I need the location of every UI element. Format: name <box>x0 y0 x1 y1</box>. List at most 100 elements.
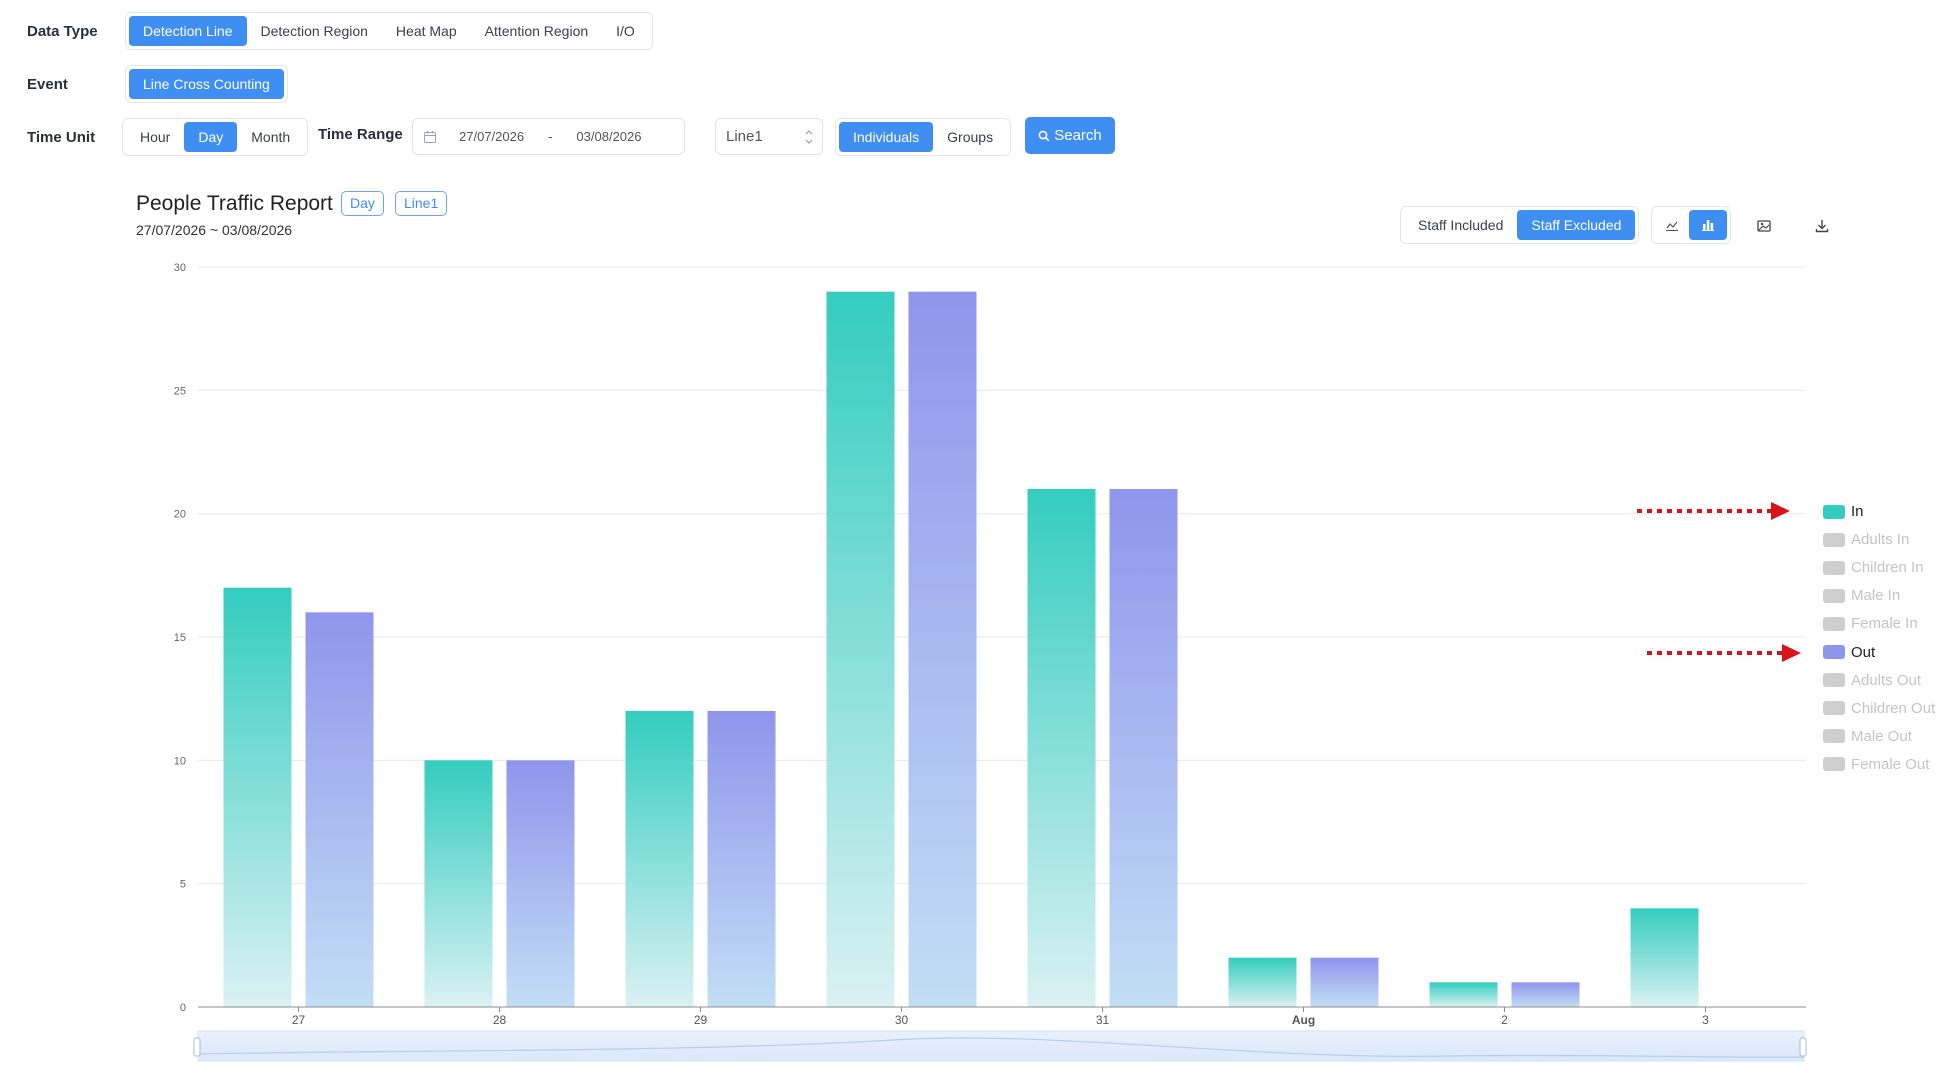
time-unit-row: Time Unit Hour Day Month <box>27 118 309 156</box>
legend-item-adults-in[interactable]: Adults In <box>1823 531 1909 548</box>
legend-label: Out <box>1851 643 1876 661</box>
data-type-detection-region[interactable]: Detection Region <box>260 23 368 39</box>
date-range-separator: - <box>548 129 553 144</box>
bar-out-28[interactable] <box>506 760 575 1007</box>
bar-in-31[interactable] <box>1027 489 1096 1007</box>
legend-item-children-out[interactable]: Children Out <box>1823 700 1935 717</box>
y-tick-label: 20 <box>174 509 186 521</box>
x-tick-label: 3 <box>1702 1013 1709 1027</box>
legend-item-female-out[interactable]: Female Out <box>1823 756 1929 773</box>
zoom-slider-track[interactable] <box>197 1030 1805 1062</box>
search-button[interactable]: Search <box>1025 117 1115 154</box>
zoom-slider-right-handle[interactable] <box>1799 1037 1807 1057</box>
legend-swatch <box>1823 645 1845 659</box>
report-tag-unit: Day <box>341 191 384 216</box>
stepper-arrows-icon[interactable] <box>804 127 814 147</box>
search-icon <box>1038 130 1050 142</box>
event-label: Event <box>27 75 68 93</box>
time-range-label: Time Range <box>318 126 403 143</box>
line-select-value: Line1 <box>726 128 763 145</box>
legend-item-female-in[interactable]: Female In <box>1823 615 1918 632</box>
legend-swatch <box>1823 504 1845 519</box>
legend-label: Male Out <box>1851 727 1912 745</box>
legend-label: Female Out <box>1851 755 1930 773</box>
bar-out-27[interactable] <box>305 612 374 1007</box>
staff-included-option[interactable]: Staff Included <box>1418 217 1504 233</box>
search-button-label: Search <box>1054 127 1102 144</box>
x-tick-label: 29 <box>694 1013 708 1027</box>
x-tick-label: 30 <box>895 1013 909 1027</box>
bar-in-30[interactable] <box>826 291 895 1008</box>
data-type-detection-line[interactable]: Detection Line <box>129 16 247 46</box>
time-unit-month[interactable]: Month <box>251 129 291 145</box>
legend-item-adults-out[interactable]: Adults Out <box>1823 672 1921 689</box>
legend-item-out[interactable]: Out <box>1823 644 1875 661</box>
legend-label: Adults In <box>1851 531 1910 549</box>
report-title: People Traffic Report <box>136 192 333 215</box>
staff-toggle: Staff Included Staff Excluded <box>1400 206 1640 244</box>
data-type-label: Data Type <box>27 22 98 40</box>
legend-item-male-out[interactable]: Male Out <box>1823 728 1912 745</box>
legend-item-in[interactable]: In <box>1823 503 1864 520</box>
y-tick-label: 15 <box>174 632 186 644</box>
data-type-io[interactable]: I/O <box>616 23 635 39</box>
time-unit-selector: Hour Day Month <box>122 118 309 156</box>
date-range-start[interactable]: 27/07/2026 <box>459 129 525 144</box>
calendar-icon <box>423 130 437 144</box>
bar-chart-icon[interactable] <box>1689 210 1727 240</box>
data-type-attention-region[interactable]: Attention Region <box>484 23 589 39</box>
staff-excluded-option[interactable]: Staff Excluded <box>1517 210 1636 240</box>
y-tick-label: 30 <box>174 262 186 274</box>
line-chart-icon[interactable] <box>1655 210 1689 240</box>
zoom-slider-left-handle[interactable] <box>193 1037 201 1057</box>
count-mode-selector: Individuals Groups <box>835 118 1012 156</box>
time-unit-hour[interactable]: Hour <box>140 129 171 145</box>
report-tag-line: Line1 <box>395 191 448 216</box>
y-tick-label: 10 <box>174 755 186 767</box>
bar-in-2[interactable] <box>1429 982 1498 1007</box>
save-image-icon[interactable] <box>1752 214 1776 238</box>
x-tick-label: 31 <box>1096 1013 1110 1027</box>
legend-swatch <box>1823 588 1845 603</box>
legend-swatch <box>1823 701 1845 716</box>
legend-label: Children Out <box>1851 699 1936 717</box>
bar-in-27[interactable] <box>223 587 292 1007</box>
legend-label: Children In <box>1851 559 1924 577</box>
x-tick-label: Aug <box>1292 1013 1315 1027</box>
bar-in-3[interactable] <box>1630 908 1699 1007</box>
chart-view-toggle <box>1651 206 1731 244</box>
count-mode-individuals[interactable]: Individuals <box>839 122 934 152</box>
bar-out-Aug[interactable] <box>1310 957 1379 1007</box>
legend-swatch <box>1823 673 1845 688</box>
annotation-arrow-out <box>1647 644 1801 662</box>
data-type-row: Data Type Detection Line Detection Regio… <box>27 12 653 50</box>
bar-out-2[interactable] <box>1511 982 1580 1007</box>
x-tick-label: 2 <box>1501 1013 1508 1027</box>
zoom-slider-preview <box>197 1037 1805 1058</box>
bar-out-30[interactable] <box>908 291 977 1008</box>
line-select[interactable]: Line1 <box>715 118 823 155</box>
count-mode-groups[interactable]: Groups <box>947 129 994 145</box>
date-range-picker[interactable]: 27/07/2026 - 03/08/2026 <box>412 118 685 155</box>
legend-label: Male In <box>1851 587 1901 605</box>
bar-out-31[interactable] <box>1109 489 1178 1007</box>
bar-in-28[interactable] <box>424 760 493 1007</box>
legend-item-children-in[interactable]: Children In <box>1823 559 1924 576</box>
x-tick-label: 28 <box>493 1013 507 1027</box>
legend-label: Adults Out <box>1851 671 1922 689</box>
time-unit-day[interactable]: Day <box>184 122 238 152</box>
report-date-range: 27/07/2026 ~ 03/08/2026 <box>136 222 293 238</box>
legend-swatch <box>1823 729 1845 744</box>
legend-item-male-in[interactable]: Male In <box>1823 587 1900 604</box>
bar-in-29[interactable] <box>625 711 694 1007</box>
legend-label: Female In <box>1851 615 1918 633</box>
legend-swatch <box>1823 560 1845 575</box>
download-icon[interactable] <box>1810 214 1834 238</box>
event-line-cross-counting[interactable]: Line Cross Counting <box>129 69 284 99</box>
data-type-heat-map[interactable]: Heat Map <box>395 23 457 39</box>
bar-in-Aug[interactable] <box>1228 957 1297 1007</box>
date-range-end[interactable]: 03/08/2026 <box>576 129 642 144</box>
bar-out-29[interactable] <box>707 711 776 1007</box>
y-tick-label: 5 <box>180 879 186 891</box>
